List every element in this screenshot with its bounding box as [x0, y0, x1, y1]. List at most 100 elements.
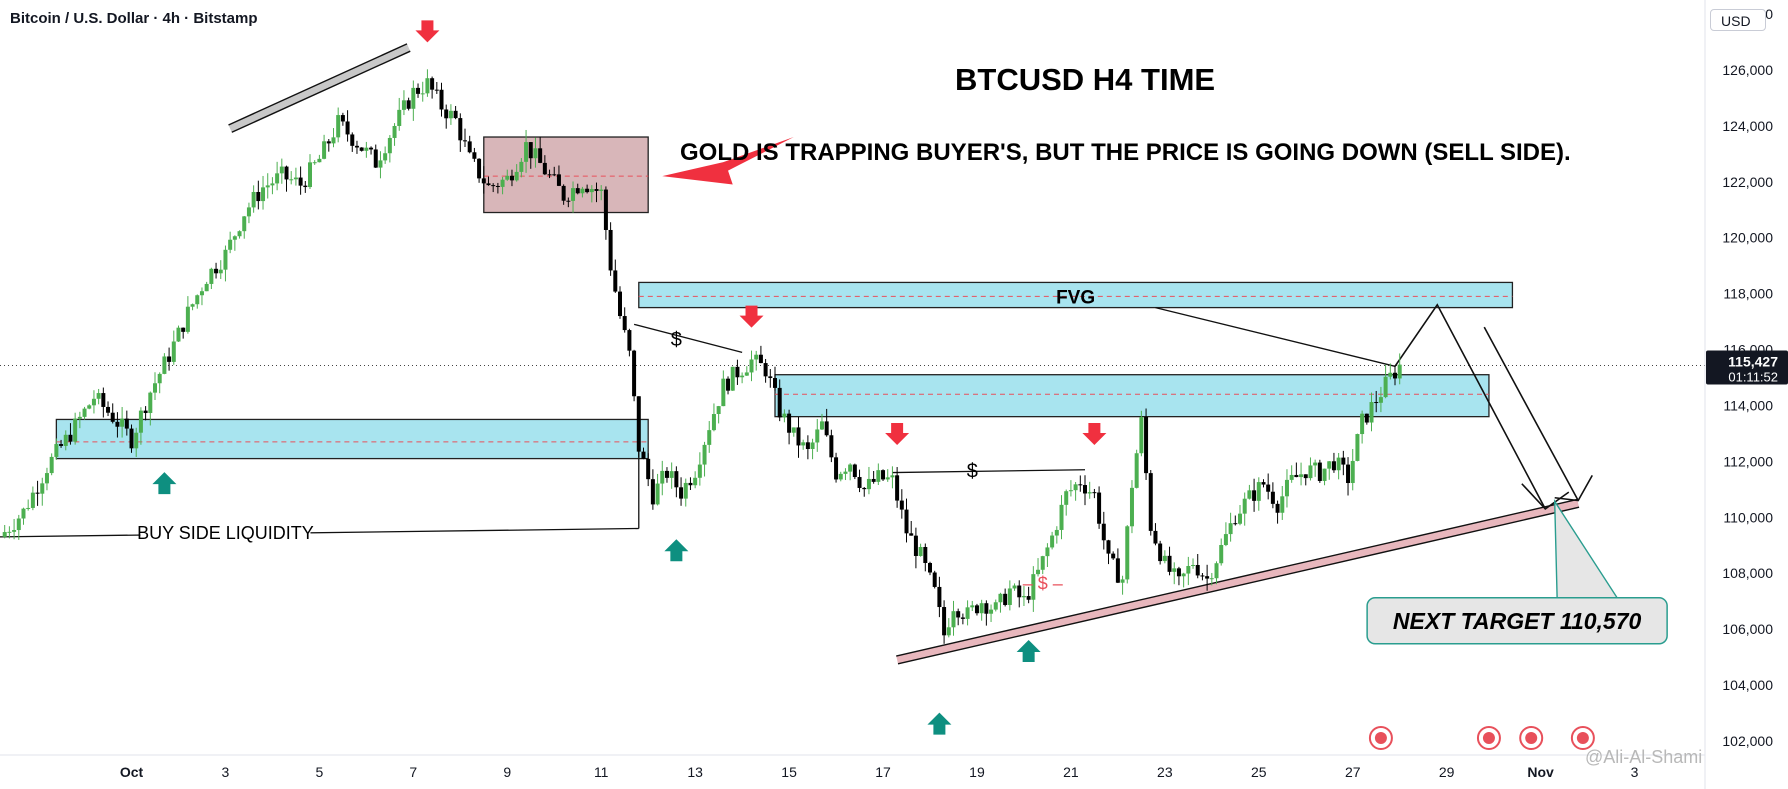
candle-bull	[308, 162, 312, 188]
currency-selector[interactable]: USD	[1710, 9, 1766, 31]
candle-bull	[801, 442, 806, 446]
price-tick-label: 118,000	[1723, 286, 1773, 302]
candle-bear	[566, 200, 571, 202]
time-tick-label: Nov	[1527, 764, 1554, 780]
candle-bear	[768, 376, 773, 379]
candle-bull	[848, 464, 853, 472]
candle-bear	[463, 140, 467, 142]
candle-bear	[481, 178, 486, 184]
candle-bear	[552, 174, 557, 176]
candle-bull	[77, 416, 82, 419]
candle-bull	[378, 160, 383, 168]
candle-bear	[1167, 555, 1172, 572]
proj-line-up[interactable]	[1155, 306, 1396, 367]
candle-bull	[1045, 547, 1050, 557]
candle-bull	[251, 191, 256, 208]
candle-bear	[829, 435, 834, 458]
candle-bull	[1087, 492, 1092, 494]
candle-bear	[679, 487, 684, 499]
candle-bear	[430, 78, 435, 90]
candle-bull	[1162, 555, 1167, 562]
buy-arrow-icon	[1016, 639, 1041, 662]
candle-bear	[1097, 492, 1102, 524]
candle-bear	[805, 442, 810, 450]
candle-bear	[284, 166, 289, 180]
candle-bull	[171, 341, 176, 362]
candle-bull	[317, 158, 322, 163]
candle-bull	[401, 100, 406, 110]
candle-bear	[881, 470, 886, 480]
candle-bull	[148, 392, 153, 414]
sell-arrow-icon	[415, 20, 440, 43]
candle-bear	[603, 189, 608, 230]
liquidity-dollar-line-1[interactable]	[633, 323, 743, 353]
candle-bear	[373, 149, 378, 168]
candle-bull	[383, 153, 388, 161]
buy-side-liquidity-line[interactable]	[0, 527, 639, 538]
candle-bull	[228, 239, 233, 250]
trend-channel-fill	[228, 43, 411, 133]
supply-zone[interactable]	[483, 136, 649, 214]
candle-bull	[2, 532, 7, 537]
candle-bull	[1336, 457, 1341, 471]
candle-bear	[758, 354, 763, 364]
candle-bear	[824, 421, 829, 436]
candle-bear	[627, 330, 632, 351]
candle-bear	[256, 191, 261, 202]
candle-bull	[500, 179, 505, 187]
candle-bull	[411, 87, 416, 109]
candle-bull	[425, 78, 430, 94]
buy-arrow-icon	[152, 472, 177, 495]
candle-bull	[1369, 402, 1374, 423]
candle-bull	[16, 518, 21, 531]
candle-bull	[749, 359, 754, 373]
liquidity-label-bg	[140, 520, 311, 545]
projection-arrow-line[interactable]	[1483, 326, 1579, 501]
trend-line-lower[interactable]	[897, 506, 1580, 665]
candle-bull	[1238, 513, 1242, 524]
candle-bear	[538, 148, 543, 163]
target-callout-box[interactable]	[1366, 597, 1668, 645]
candle-bear	[350, 134, 355, 146]
candle-bear	[340, 115, 345, 122]
trend-line-upper[interactable]	[228, 43, 408, 126]
projection-path[interactable]	[1394, 303, 1547, 510]
candle-bull	[246, 207, 251, 217]
candle-bull	[21, 508, 26, 519]
candle-bear	[1148, 473, 1153, 531]
demand-zone[interactable]	[55, 418, 649, 460]
buy-arrow-icon	[927, 712, 952, 735]
us-flag-icon	[1482, 732, 1495, 744]
trend-line-upper[interactable]	[896, 498, 1578, 657]
candle-bear	[594, 189, 599, 191]
candle-bear	[904, 509, 909, 534]
candle-bull	[331, 137, 336, 144]
candle-bull	[1054, 529, 1059, 536]
candle-bear	[862, 487, 867, 490]
us-flag-icon	[1374, 732, 1387, 744]
candle-bull	[176, 327, 181, 342]
candle-bear	[1158, 543, 1163, 562]
candle-bear	[1275, 503, 1280, 513]
candle-bull	[1186, 565, 1191, 574]
candle-bear	[726, 378, 731, 391]
candle-bull	[185, 306, 190, 332]
candle-bull	[1209, 578, 1214, 580]
candle-bull	[279, 166, 284, 174]
candle-bull	[890, 475, 895, 478]
trend-line-lower[interactable]	[231, 50, 411, 133]
candle-bull	[918, 546, 923, 556]
fvg-zone[interactable]	[638, 281, 1514, 309]
candle-bull	[218, 269, 223, 274]
candle-bull	[740, 375, 745, 378]
candle-bear	[1393, 372, 1397, 379]
demand-zone[interactable]	[774, 374, 1490, 418]
liquidity-dollar-line-2[interactable]	[892, 469, 1086, 474]
candle-bear	[763, 363, 768, 377]
candle-bull	[336, 115, 341, 138]
candle-bull	[1378, 397, 1383, 403]
candle-bull	[1228, 523, 1233, 535]
candle-bull	[970, 605, 975, 608]
candle-bull	[669, 471, 674, 478]
